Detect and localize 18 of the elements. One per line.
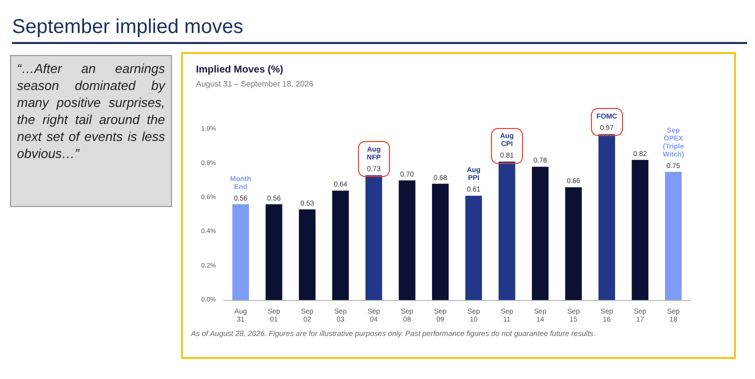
bar (398, 180, 416, 300)
bar (565, 187, 582, 300)
bar (432, 184, 449, 300)
bar (532, 166, 549, 300)
bar (632, 160, 648, 300)
bar (498, 162, 516, 300)
bar (332, 190, 349, 300)
bar (365, 175, 382, 300)
bar (298, 209, 316, 300)
chart-title: Implied Moves (%) (196, 64, 284, 76)
chart-subtitle: August 31 – September 18, 2026 (196, 80, 314, 88)
text: September implied moves (12, 16, 747, 44)
bar (266, 204, 282, 300)
bar (598, 134, 616, 300)
bar (465, 196, 482, 300)
bar (232, 204, 249, 300)
text: “…After an earnings season dominated by many positive surprises, the right tail around the next set of events is less obvious…” (10, 55, 172, 207)
bar (665, 172, 682, 300)
